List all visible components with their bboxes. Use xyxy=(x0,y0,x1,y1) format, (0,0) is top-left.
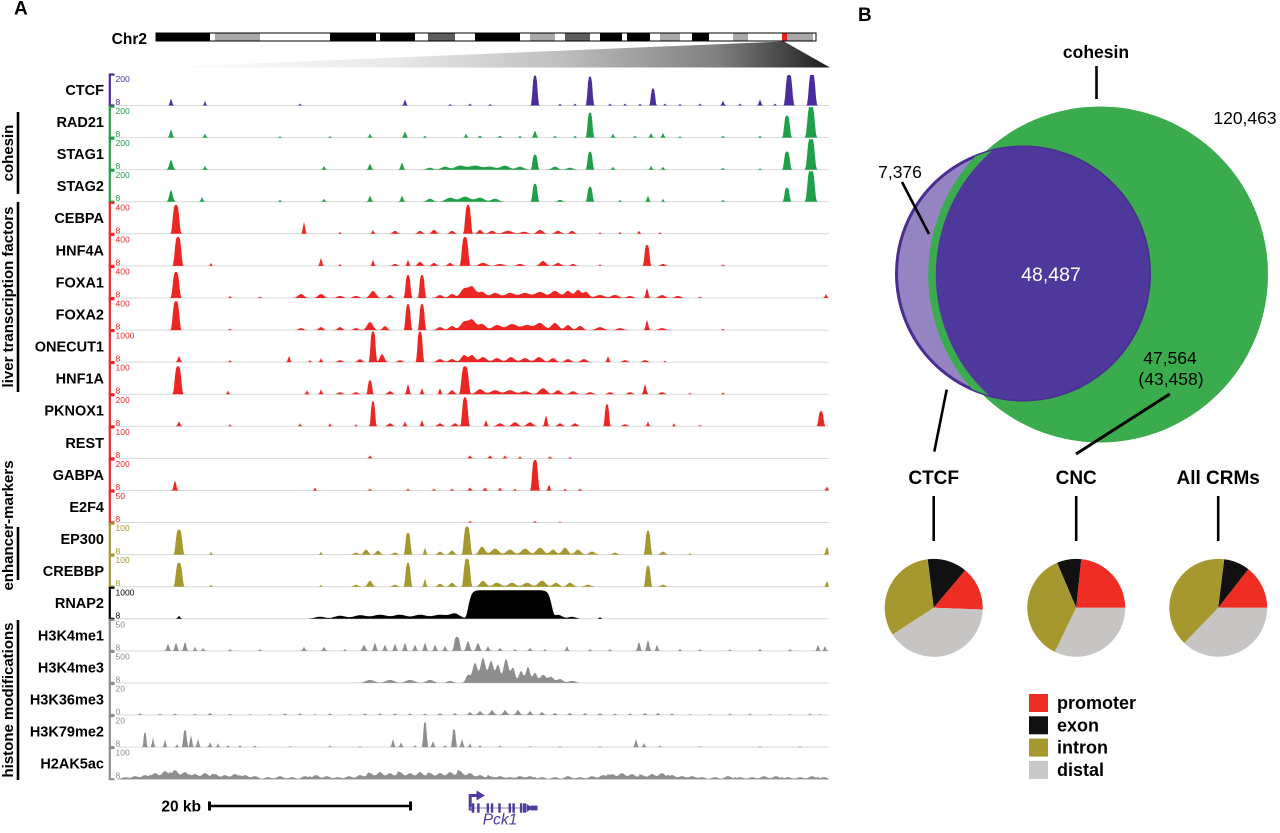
svg-text:20 kb: 20 kb xyxy=(161,799,201,816)
svg-text:200: 200 xyxy=(116,459,130,469)
svg-text:GABPA: GABPA xyxy=(53,468,105,484)
svg-text:20: 20 xyxy=(116,716,126,726)
svg-text:8: 8 xyxy=(116,642,121,652)
svg-text:B: B xyxy=(858,5,872,26)
svg-text:1000: 1000 xyxy=(116,587,135,597)
svg-text:8: 8 xyxy=(116,129,121,139)
svg-text:0: 0 xyxy=(116,707,121,717)
svg-text:8: 8 xyxy=(116,354,121,364)
svg-text:H3K36me3: H3K36me3 xyxy=(30,692,104,708)
svg-text:8: 8 xyxy=(116,739,121,749)
svg-text:PKNOX1: PKNOX1 xyxy=(44,404,104,420)
svg-text:8: 8 xyxy=(116,193,121,203)
svg-text:8: 8 xyxy=(116,674,121,684)
svg-text:400: 400 xyxy=(116,202,130,212)
svg-text:EP300: EP300 xyxy=(60,532,104,548)
svg-text:100: 100 xyxy=(116,555,130,565)
svg-text:All CRMs: All CRMs xyxy=(1176,468,1259,489)
svg-text:promoter: promoter xyxy=(1057,693,1136,713)
svg-text:8: 8 xyxy=(116,578,121,588)
svg-text:8: 8 xyxy=(116,225,121,235)
svg-text:8: 8 xyxy=(116,290,121,300)
svg-text:CEBPA: CEBPA xyxy=(54,211,104,227)
svg-text:enhancer-markers: enhancer-markers xyxy=(0,460,17,590)
svg-text:STAG1: STAG1 xyxy=(57,147,104,163)
svg-text:RAD21: RAD21 xyxy=(56,115,104,131)
svg-text:100: 100 xyxy=(116,523,130,533)
svg-text:HNF1A: HNF1A xyxy=(56,372,105,388)
svg-text:100: 100 xyxy=(116,748,130,758)
svg-text:8: 8 xyxy=(116,97,121,107)
svg-text:cohesin: cohesin xyxy=(1063,42,1129,62)
svg-text:REST: REST xyxy=(65,436,104,452)
svg-text:200: 200 xyxy=(116,74,130,84)
svg-text:(43,458): (43,458) xyxy=(1138,369,1203,389)
svg-text:8: 8 xyxy=(116,610,121,620)
svg-text:RNAP2: RNAP2 xyxy=(55,596,104,612)
svg-text:200: 200 xyxy=(116,170,130,180)
svg-text:47,564: 47,564 xyxy=(1143,348,1197,368)
svg-text:8: 8 xyxy=(116,257,121,267)
svg-text:exon: exon xyxy=(1057,715,1099,735)
svg-text:8: 8 xyxy=(116,322,121,332)
svg-text:CNC: CNC xyxy=(1056,468,1097,489)
svg-text:FOXA1: FOXA1 xyxy=(56,275,104,291)
svg-text:50: 50 xyxy=(116,491,126,501)
svg-text:120,463: 120,463 xyxy=(1213,108,1276,128)
svg-text:histone modifications: histone modifications xyxy=(0,622,17,777)
svg-text:400: 400 xyxy=(116,234,130,244)
svg-text:500: 500 xyxy=(116,651,130,661)
svg-text:distal: distal xyxy=(1057,760,1104,780)
svg-text:8: 8 xyxy=(116,771,121,781)
svg-text:8: 8 xyxy=(116,546,121,556)
svg-text:8: 8 xyxy=(116,418,121,428)
svg-text:cohesin: cohesin xyxy=(0,125,17,182)
svg-text:8: 8 xyxy=(116,514,121,524)
svg-text:H3K4me3: H3K4me3 xyxy=(38,660,104,676)
svg-text:H3K4me1: H3K4me1 xyxy=(38,628,104,644)
svg-text:200: 200 xyxy=(116,138,130,148)
svg-text:H3K79me2: H3K79me2 xyxy=(30,725,104,741)
svg-text:200: 200 xyxy=(116,395,130,405)
svg-text:ONECUT1: ONECUT1 xyxy=(35,340,104,356)
svg-text:8: 8 xyxy=(116,386,121,396)
svg-text:liver transcription factors: liver transcription factors xyxy=(0,207,17,388)
svg-text:CREBBP: CREBBP xyxy=(43,564,105,580)
svg-text:1000: 1000 xyxy=(116,331,135,341)
svg-text:E2F4: E2F4 xyxy=(69,500,104,516)
svg-text:Chr2: Chr2 xyxy=(112,31,147,48)
svg-text:Pck1: Pck1 xyxy=(483,812,517,829)
svg-text:20: 20 xyxy=(116,684,126,694)
svg-text:STAG2: STAG2 xyxy=(57,179,104,195)
svg-text:FOXA2: FOXA2 xyxy=(56,308,104,324)
svg-text:100: 100 xyxy=(116,363,130,373)
svg-text:100: 100 xyxy=(116,427,130,437)
svg-text:8: 8 xyxy=(116,450,121,460)
svg-text:400: 400 xyxy=(116,267,130,277)
svg-text:200: 200 xyxy=(116,106,130,116)
svg-text:CTCF: CTCF xyxy=(65,83,104,99)
svg-text:50: 50 xyxy=(116,619,126,629)
svg-text:7,376: 7,376 xyxy=(878,162,922,182)
svg-text:intron: intron xyxy=(1057,738,1108,758)
svg-text:400: 400 xyxy=(116,299,130,309)
svg-text:8: 8 xyxy=(116,161,121,171)
svg-text:8: 8 xyxy=(116,482,121,492)
svg-text:HNF4A: HNF4A xyxy=(56,243,105,259)
svg-text:A: A xyxy=(14,0,28,20)
svg-text:CTCF: CTCF xyxy=(908,468,959,489)
svg-text:H2AK5ac: H2AK5ac xyxy=(40,757,104,773)
svg-text:48,487: 48,487 xyxy=(1021,264,1081,286)
